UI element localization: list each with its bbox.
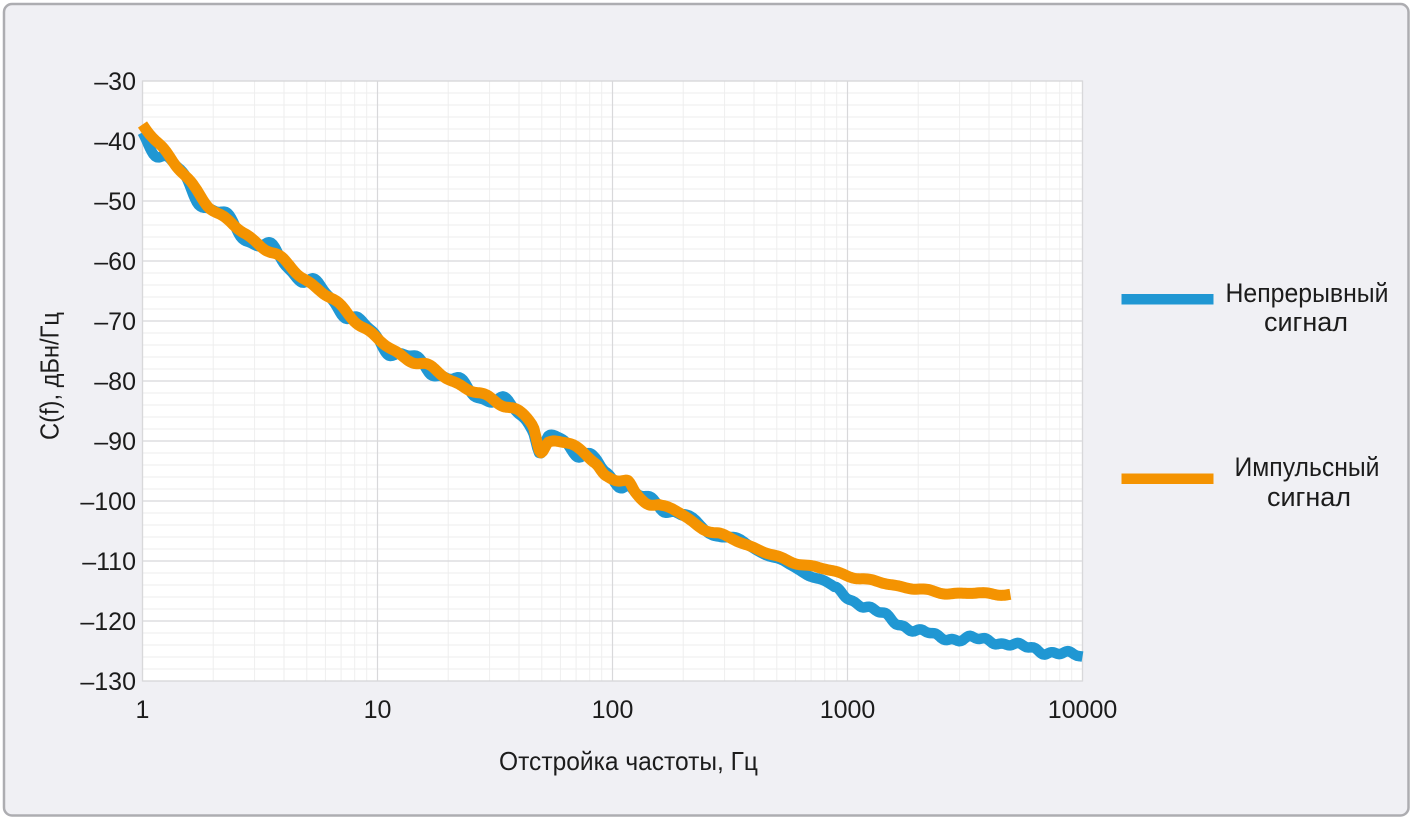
svg-text:–50: –50 (94, 188, 136, 216)
svg-text:сигнал: сигнал (1267, 482, 1351, 512)
svg-text:100: 100 (592, 696, 634, 724)
svg-text:C(f), дБн/Гц: C(f), дБн/Гц (35, 312, 65, 440)
svg-text:–30: –30 (94, 68, 136, 96)
svg-text:1000: 1000 (820, 696, 876, 724)
svg-text:10: 10 (364, 696, 392, 724)
svg-text:–80: –80 (94, 368, 136, 396)
svg-text:–100: –100 (80, 488, 136, 516)
svg-text:–90: –90 (94, 428, 136, 456)
svg-text:Непрерывный: Непрерывный (1226, 278, 1389, 308)
svg-text:сигнал: сигнал (1264, 307, 1348, 337)
svg-text:–40: –40 (94, 128, 136, 156)
svg-text:–120: –120 (80, 608, 136, 636)
svg-text:–110: –110 (82, 548, 136, 576)
svg-text:Отстройка частоты, Гц: Отстройка частоты, Гц (499, 746, 758, 776)
svg-text:Импульсный: Импульсный (1235, 452, 1380, 482)
svg-text:–130: –130 (80, 668, 136, 696)
svg-text:–60: –60 (94, 248, 136, 276)
svg-text:1: 1 (136, 696, 150, 724)
svg-text:10000: 10000 (1048, 696, 1118, 724)
svg-text:–70: –70 (94, 308, 136, 336)
